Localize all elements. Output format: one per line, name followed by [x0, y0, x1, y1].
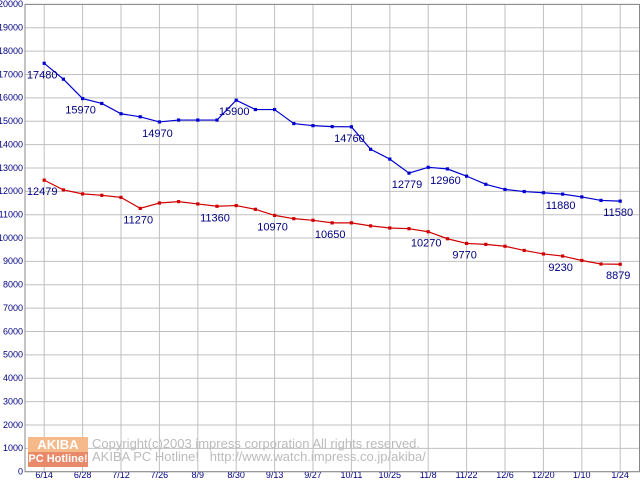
svg-text:14000: 14000 [0, 139, 23, 149]
svg-text:4000: 4000 [3, 373, 23, 383]
svg-text:14970: 14970 [142, 128, 173, 140]
svg-text:12779: 12779 [392, 179, 423, 191]
svg-text:10270: 10270 [411, 238, 442, 250]
svg-text:5000: 5000 [3, 350, 23, 360]
svg-text:10970: 10970 [257, 221, 288, 233]
svg-text:10650: 10650 [315, 229, 346, 241]
svg-text:11270: 11270 [123, 214, 153, 226]
svg-text:13000: 13000 [0, 163, 23, 173]
svg-text:14760: 14760 [334, 133, 365, 145]
svg-text:6000: 6000 [3, 326, 23, 336]
svg-text:18000: 18000 [0, 46, 23, 56]
svg-text:7000: 7000 [3, 303, 23, 313]
svg-text:16000: 16000 [0, 93, 23, 103]
svg-text:11360: 11360 [200, 212, 230, 224]
svg-text:9230: 9230 [548, 262, 572, 274]
svg-text:15000: 15000 [0, 116, 23, 126]
svg-text:2000: 2000 [3, 420, 23, 430]
svg-text:3000: 3000 [3, 396, 23, 406]
svg-text:11000: 11000 [0, 209, 23, 219]
svg-text:17480: 17480 [27, 69, 58, 81]
svg-text:10000: 10000 [0, 233, 23, 243]
svg-text:8000: 8000 [3, 280, 23, 290]
svg-text:9000: 9000 [3, 256, 23, 266]
svg-text:0: 0 [18, 467, 23, 477]
svg-text:12960: 12960 [430, 175, 461, 187]
svg-text:9770: 9770 [452, 249, 476, 261]
svg-text:12479: 12479 [27, 186, 58, 198]
svg-text:11880: 11880 [546, 200, 576, 212]
svg-text:11580: 11580 [603, 207, 633, 219]
svg-text:8879: 8879 [606, 270, 630, 282]
svg-text:15900: 15900 [219, 106, 250, 118]
svg-text:12000: 12000 [0, 186, 23, 196]
svg-text:19000: 19000 [0, 23, 23, 33]
svg-text:20000: 20000 [0, 0, 23, 9]
svg-text:1000: 1000 [3, 443, 23, 453]
svg-text:15970: 15970 [65, 105, 96, 117]
svg-text:17000: 17000 [0, 69, 23, 79]
